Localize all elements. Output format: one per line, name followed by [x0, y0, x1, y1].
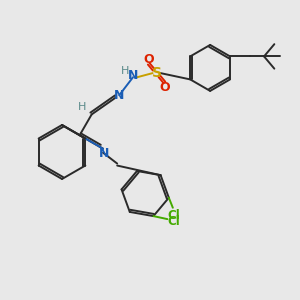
Text: H: H — [77, 102, 86, 112]
Text: H: H — [121, 66, 129, 76]
Text: O: O — [143, 52, 154, 66]
Text: Cl: Cl — [167, 214, 180, 228]
Text: S: S — [152, 66, 162, 80]
Text: N: N — [128, 69, 138, 82]
Text: N: N — [114, 89, 124, 102]
Text: O: O — [159, 81, 170, 94]
Text: Cl: Cl — [167, 209, 180, 222]
Text: N: N — [99, 147, 109, 160]
